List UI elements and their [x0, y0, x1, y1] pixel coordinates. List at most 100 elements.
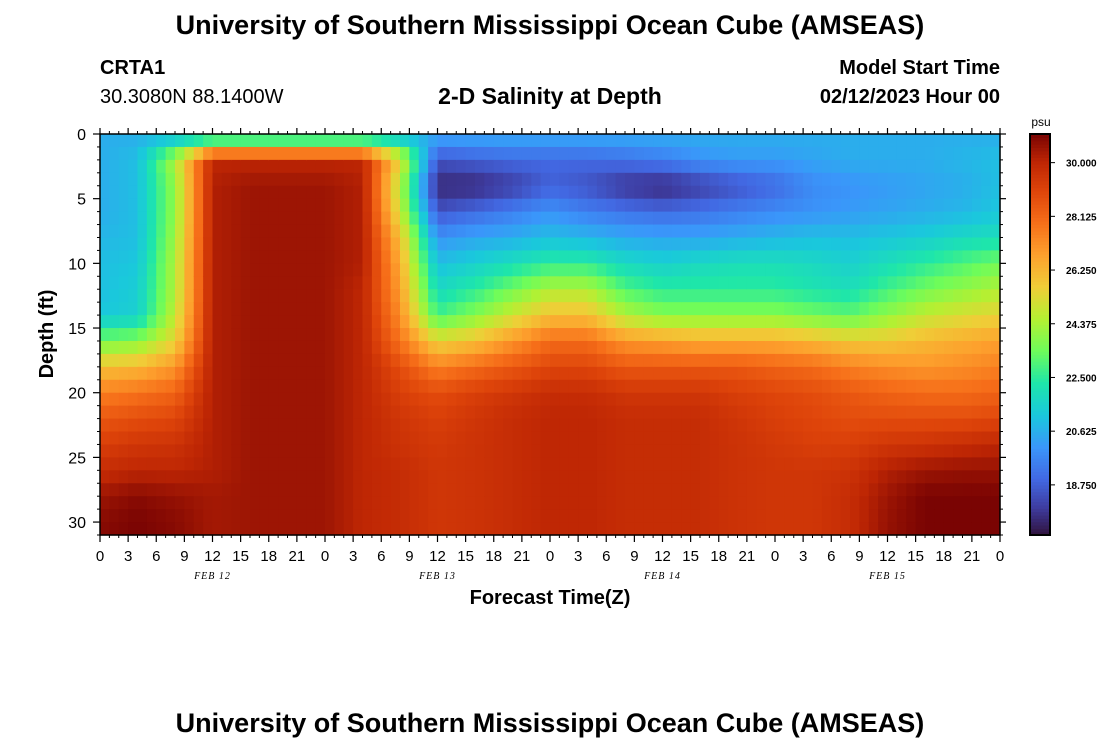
heatmap-cell — [137, 263, 148, 277]
heatmap-cell — [709, 392, 720, 407]
heatmap-cell — [953, 470, 964, 484]
colorbar-segment — [1030, 408, 1050, 412]
heatmap-cell — [259, 353, 270, 368]
heatmap-cell — [146, 315, 157, 329]
heatmap-cell — [756, 211, 767, 226]
heatmap-cell — [306, 366, 317, 381]
heatmap-cell — [456, 198, 467, 213]
heatmap-cell — [840, 276, 851, 290]
heatmap-cell — [821, 496, 832, 510]
heatmap-cell — [793, 276, 804, 290]
heatmap-cell — [240, 392, 251, 407]
heatmap-cell — [756, 315, 767, 329]
heatmap-cell — [409, 431, 420, 446]
heatmap-cell — [287, 392, 298, 407]
heatmap-cell — [193, 263, 204, 277]
colorbar-tick-label: 22.500 — [1066, 373, 1097, 384]
heatmap-cell — [100, 444, 110, 458]
heatmap-cell — [475, 328, 485, 342]
heatmap-cell — [981, 457, 992, 471]
heatmap-cell — [606, 211, 617, 226]
heatmap-cell — [165, 134, 176, 148]
heatmap-cell — [906, 276, 917, 290]
heatmap-cell — [709, 276, 720, 290]
heatmap-cell — [100, 470, 110, 484]
heatmap-cell — [625, 328, 635, 342]
heatmap-cell — [137, 237, 148, 252]
heatmap-cell — [381, 496, 392, 510]
heatmap-cell — [934, 379, 945, 394]
heatmap-cell — [437, 392, 448, 407]
heatmap-cell — [803, 211, 814, 226]
heatmap-cell — [371, 185, 382, 200]
heatmap-cell — [484, 211, 495, 226]
heatmap-cell — [503, 340, 514, 355]
heatmap-cell — [737, 198, 748, 213]
heatmap-cell — [596, 159, 607, 174]
heatmap-cell — [803, 496, 814, 510]
colorbar-segment — [1030, 531, 1050, 536]
heatmap-cell — [456, 276, 467, 290]
heatmap-cell — [850, 470, 860, 484]
heatmap-cell — [100, 146, 110, 161]
heatmap-cell — [962, 289, 973, 303]
heatmap-cell — [906, 198, 917, 213]
heatmap-cell — [775, 353, 785, 368]
heatmap-cell — [212, 444, 223, 458]
heatmap-cell — [700, 431, 710, 446]
heatmap-cell — [559, 276, 570, 290]
heatmap-cell — [343, 172, 354, 187]
heatmap-cell — [371, 392, 382, 407]
heatmap-cell — [503, 405, 514, 420]
heatmap-cell — [278, 483, 289, 497]
heatmap-cell — [943, 185, 954, 200]
heatmap-cell — [531, 496, 542, 510]
heatmap-cell — [446, 418, 457, 433]
heatmap-cell — [971, 470, 982, 484]
heatmap-cell — [128, 237, 139, 252]
heatmap-cell — [334, 418, 345, 433]
heatmap-cell — [925, 444, 935, 458]
heatmap-cell — [531, 431, 542, 446]
heatmap-cell — [662, 405, 673, 420]
heatmap-cell — [953, 146, 964, 161]
heatmap-cell — [840, 224, 851, 239]
heatmap-cell — [953, 457, 964, 471]
heatmap-cell — [550, 263, 560, 277]
heatmap-cell — [896, 263, 907, 277]
heatmap-cell — [971, 457, 982, 471]
heatmap-cell — [100, 328, 110, 342]
heatmap-cell — [428, 366, 439, 381]
heatmap-cell — [671, 263, 682, 277]
heatmap-cell — [493, 134, 504, 148]
heatmap-cell — [343, 444, 354, 458]
heatmap-cell — [221, 302, 232, 316]
heatmap-cell — [203, 328, 214, 342]
heatmap-cell — [840, 198, 851, 213]
heatmap-cell — [915, 483, 926, 497]
heatmap-cell — [587, 457, 598, 471]
heatmap-cell — [287, 276, 298, 290]
heatmap-cell — [653, 379, 664, 394]
heatmap-cell — [156, 185, 167, 200]
heatmap-cell — [606, 366, 617, 381]
heatmap-cell — [662, 289, 673, 303]
heatmap-cell — [868, 496, 879, 510]
heatmap-cell — [643, 522, 654, 536]
heatmap-cell — [925, 405, 935, 420]
heatmap-cell — [325, 185, 335, 200]
heatmap-cell — [521, 159, 532, 174]
heatmap-cell — [643, 431, 654, 446]
heatmap-cell — [906, 237, 917, 252]
heatmap-cell — [896, 172, 907, 187]
heatmap-cell — [540, 483, 551, 497]
heatmap-cell — [390, 198, 401, 213]
heatmap-cell — [746, 340, 757, 355]
heatmap-cell — [512, 315, 523, 329]
heatmap-cell — [765, 159, 776, 174]
heatmap-cell — [446, 250, 457, 264]
heatmap-cell — [475, 302, 485, 316]
heatmap-cell — [671, 340, 682, 355]
heatmap-cell — [981, 379, 992, 394]
heatmap-cell — [512, 146, 523, 161]
